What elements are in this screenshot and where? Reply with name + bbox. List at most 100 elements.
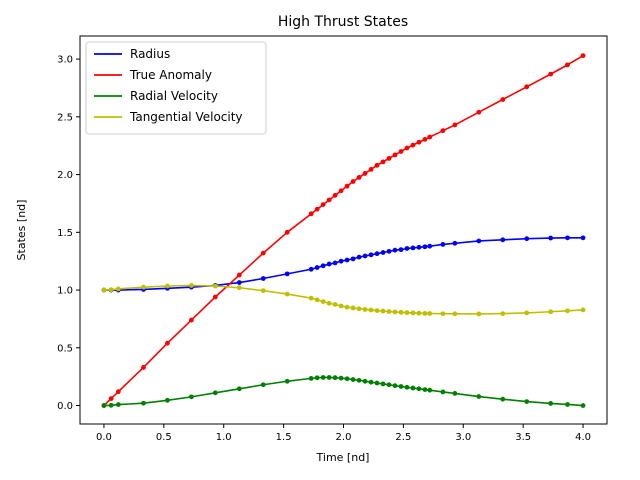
data-point-radial-velocity [476, 394, 482, 399]
y-tick-label: 1.0 [57, 286, 73, 297]
data-point-radial-velocity [452, 390, 458, 396]
data-point-radial-velocity [580, 403, 586, 408]
data-point-tangential-velocity [580, 307, 586, 313]
data-point-true-anomaly [320, 202, 326, 207]
y-tick-label: 0.0 [57, 401, 73, 412]
data-point-radius [452, 240, 458, 246]
data-point-radius [398, 247, 404, 253]
data-point-tangential-velocity [115, 286, 121, 292]
data-point-tangential-velocity [314, 297, 320, 303]
data-point-tangential-velocity [392, 309, 398, 315]
data-point-true-anomaly [452, 122, 458, 128]
legend-entry: Radial Velocity [130, 89, 218, 103]
data-point-tangential-velocity [416, 310, 422, 316]
x-tick-label: 3.0 [455, 432, 471, 443]
series-tangential-velocity [101, 283, 586, 317]
legend: Radius True Anomaly Radial Velocity Tangent… [85, 41, 267, 135]
data-point-radius [236, 280, 242, 285]
legend-entry: True Anomaly [129, 68, 212, 82]
data-point-radial-velocity [308, 375, 314, 381]
data-point-radial-velocity [350, 377, 356, 382]
data-point-true-anomaly [141, 365, 146, 370]
y-axis: 0.0 0.5 1.0 1.5 2.0 2.5 3.0 [57, 55, 80, 412]
data-point-true-anomaly [212, 294, 218, 300]
data-point-tangential-velocity [308, 295, 314, 301]
data-point-radial-velocity [392, 383, 398, 389]
data-point-radial-velocity [380, 381, 386, 387]
data-point-tangential-velocity [188, 283, 194, 288]
data-point-true-anomaly [236, 272, 242, 278]
data-point-radius [320, 263, 326, 269]
x-tick-label: 2.0 [336, 432, 352, 443]
data-point-tangential-velocity [410, 310, 416, 316]
data-point-true-anomaly [476, 109, 482, 115]
data-point-radius [368, 252, 374, 258]
data-point-radial-velocity [115, 402, 121, 407]
data-point-true-anomaly [115, 389, 121, 395]
x-tick-label: 1.0 [216, 432, 232, 443]
x-tick-label: 0.5 [156, 432, 172, 443]
data-point-tangential-velocity [374, 308, 380, 314]
data-point-radial-velocity [398, 384, 404, 389]
data-point-tangential-velocity [368, 307, 374, 313]
data-point-radial-velocity [101, 403, 107, 408]
data-point-radius [332, 260, 338, 266]
data-point-radius [308, 266, 314, 272]
data-point-radial-velocity [404, 384, 410, 390]
x-axis-label: Time [nd] [316, 451, 370, 464]
data-point-true-anomaly [410, 142, 416, 148]
data-point-tangential-velocity [427, 311, 433, 316]
x-tick-label: 2.5 [395, 432, 411, 443]
data-point-radial-velocity [416, 386, 422, 392]
data-point-true-anomaly [332, 192, 338, 198]
data-point-radial-velocity [500, 396, 506, 402]
data-point-radius [422, 244, 428, 250]
data-point-tangential-velocity [320, 299, 326, 304]
data-point-true-anomaly [427, 134, 433, 140]
data-point-radius [548, 235, 554, 241]
data-point-radial-velocity [284, 378, 290, 384]
data-point-radius [374, 251, 380, 257]
series-line-tangential-velocity [103, 284, 584, 315]
data-point-true-anomaly [500, 97, 506, 102]
data-point-radius [326, 261, 332, 267]
data-point-tangential-velocity [356, 306, 362, 312]
data-point-tangential-velocity [326, 300, 332, 306]
data-point-radial-velocity [188, 394, 194, 400]
data-point-radial-velocity [386, 382, 392, 388]
data-point-radius [386, 248, 392, 254]
data-point-true-anomaly [356, 175, 362, 180]
data-point-tangential-velocity [452, 311, 458, 317]
data-point-true-anomaly [548, 71, 554, 77]
data-point-tangential-velocity [548, 309, 554, 315]
x-tick-label: 1.5 [276, 432, 292, 443]
data-point-radial-velocity [320, 375, 326, 380]
data-point-radius [344, 257, 350, 263]
legend-box [85, 41, 267, 135]
data-point-radius [500, 237, 506, 243]
data-point-true-anomaly [338, 188, 344, 194]
legend-entry: Tangential Velocity [129, 110, 243, 124]
data-point-true-anomaly [374, 162, 380, 168]
data-point-radial-velocity [344, 376, 350, 382]
data-point-tangential-velocity [260, 288, 266, 294]
y-tick-label: 3.0 [57, 55, 73, 66]
data-point-radius [380, 250, 386, 255]
series-layer [101, 53, 586, 408]
data-point-radius [260, 276, 266, 281]
data-point-tangential-velocity [524, 310, 530, 316]
x-tick-label: 4.0 [575, 432, 591, 443]
data-point-radial-velocity [338, 375, 344, 381]
data-point-radial-velocity [440, 389, 446, 395]
x-tick-label: 3.5 [515, 432, 531, 443]
data-point-radial-velocity [374, 380, 380, 386]
data-point-true-anomaly [416, 139, 422, 145]
series-radial-velocity [101, 375, 586, 408]
data-point-radius [314, 265, 320, 270]
data-point-radial-velocity [356, 377, 362, 383]
data-point-tangential-velocity [284, 291, 290, 297]
data-point-radius [284, 271, 290, 277]
data-point-true-anomaly [368, 166, 374, 172]
data-point-tangential-velocity [398, 309, 404, 315]
data-point-true-anomaly [188, 317, 194, 323]
